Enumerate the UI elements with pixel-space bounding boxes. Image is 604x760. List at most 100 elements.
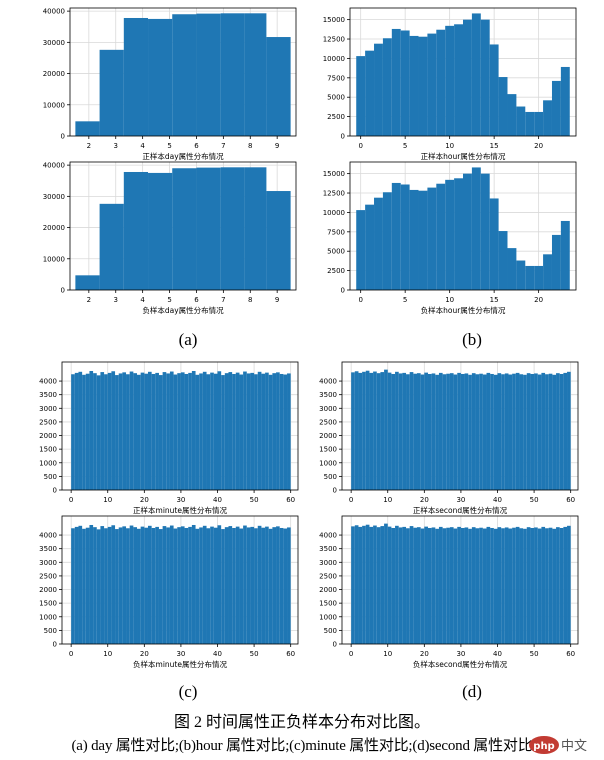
histogram-bar xyxy=(463,19,472,136)
histogram-bar xyxy=(369,372,374,490)
histogram-bar xyxy=(418,190,428,290)
histogram-minute-pos: 0 10 20 30 40 50 60 0 500 1000 1500 2000 2500 3000 350… xyxy=(39,361,299,515)
histogram-bar xyxy=(402,372,407,490)
axes-frame xyxy=(69,7,297,137)
histogram-bar xyxy=(89,370,94,490)
histogram-bar xyxy=(202,371,207,490)
histogram-bar xyxy=(169,371,174,490)
y-tick-label: 40000 xyxy=(43,162,65,170)
histogram-bar xyxy=(493,374,498,490)
histogram-bar xyxy=(166,527,170,644)
histogram-bar xyxy=(427,187,437,290)
histogram-bar xyxy=(358,372,363,490)
y-tick-label: 1000 xyxy=(39,459,57,467)
histogram-bar xyxy=(244,167,267,290)
histogram-bar xyxy=(523,528,527,644)
histogram-bar xyxy=(246,373,251,490)
subfigure-label-c: (c) xyxy=(178,682,198,701)
histogram-bar xyxy=(104,528,108,644)
histogram-bar xyxy=(191,370,196,490)
y-tick-label: 5000 xyxy=(327,248,345,256)
histogram-minute-neg: 0 10 20 30 40 50 60 0 500 1000 1500 2000 2500 3000 350… xyxy=(39,515,299,669)
histogram-bar xyxy=(137,528,141,644)
histogram-bar xyxy=(376,527,381,644)
y-tick-label: 15000 xyxy=(323,170,345,178)
histogram-bar xyxy=(501,374,505,490)
histogram-second-pos: 0 10 20 30 40 50 60 0 500 1000 1500 2000 2500 3000 350… xyxy=(319,361,579,515)
histogram-bar xyxy=(551,234,561,290)
x-tick-label: 8 xyxy=(248,142,252,150)
histogram-bar xyxy=(435,374,439,490)
histogram-bar xyxy=(560,66,570,136)
histogram-bar xyxy=(351,526,355,644)
histogram-bar xyxy=(244,13,267,136)
histogram-bar xyxy=(243,525,247,644)
histogram-bar xyxy=(78,525,83,644)
x-tick-label: 2 xyxy=(87,142,91,150)
histogram-bar xyxy=(133,527,138,644)
histogram-bar xyxy=(373,525,377,644)
histogram-bar xyxy=(398,527,403,644)
histogram-bar xyxy=(537,374,542,490)
histogram-bar xyxy=(475,374,480,490)
histogram-hour-neg: 0 5 10 15 20 0 2500 5000 7500 10000 12500 15000 负样本h… xyxy=(323,161,577,315)
histogram-bar xyxy=(395,371,399,490)
histogram-bar xyxy=(147,371,152,490)
x-tick-label: 40 xyxy=(493,496,502,504)
histogram-bar xyxy=(409,189,419,290)
axes-frame xyxy=(341,515,579,645)
histogram-bar xyxy=(480,19,490,136)
histogram-bar xyxy=(387,526,392,644)
y-tick-label: 500 xyxy=(44,627,57,635)
histogram-bar xyxy=(104,374,108,490)
histogram-bar xyxy=(287,373,291,490)
x-axis-label: 负样本second属性分布情况 xyxy=(413,659,508,669)
x-axis-label: 正样本minute属性分布情况 xyxy=(133,505,227,515)
histogram-bar xyxy=(254,528,258,644)
x-tick-label: 50 xyxy=(250,650,259,658)
histogram-day-pos: 2 3 4 5 6 7 8 9 0 10000 20000 30000 40000 正样本day属性分布情… xyxy=(43,7,297,161)
subfigure-label-a: (a) xyxy=(178,330,198,349)
histogram-bar xyxy=(232,527,236,644)
histogram-bar xyxy=(246,527,251,644)
histogram-bar xyxy=(556,373,560,490)
x-tick-label: 6 xyxy=(194,296,199,304)
histogram-bar xyxy=(148,172,173,290)
histogram-bar xyxy=(512,527,516,644)
histogram-bar xyxy=(265,526,269,644)
histogram-bar xyxy=(497,527,502,644)
histogram-bar xyxy=(250,372,255,490)
histogram-bar xyxy=(498,231,508,290)
y-tick-label: 3000 xyxy=(39,559,57,567)
histogram-bar xyxy=(543,100,552,136)
histogram-hour-pos: 0 5 10 15 20 0 2500 5000 7500 10000 12500 15000 正样本h… xyxy=(323,7,577,161)
histogram-bar xyxy=(147,525,152,644)
histogram-bar xyxy=(283,528,288,644)
y-tick-label: 5000 xyxy=(327,94,345,102)
histogram-bar xyxy=(409,35,419,136)
y-tick-label: 500 xyxy=(324,627,337,635)
histogram-bar xyxy=(373,371,377,490)
histogram-bar xyxy=(173,374,178,490)
histogram-bar xyxy=(82,374,86,490)
histogram-bar xyxy=(217,371,222,490)
x-tick-label: 0 xyxy=(358,142,362,150)
histogram-bar xyxy=(490,373,494,490)
histogram-bar xyxy=(460,527,465,644)
histogram-bar xyxy=(424,372,428,490)
histogram-bar xyxy=(196,13,221,136)
histogram-bar xyxy=(376,373,381,490)
histogram-bar xyxy=(82,528,86,644)
histogram-bar xyxy=(99,49,124,136)
histogram-bar xyxy=(446,527,450,644)
y-tick-label: 10000 xyxy=(323,55,345,63)
axes-frame xyxy=(341,361,579,491)
histogram-day-neg: 2 3 4 5 6 7 8 9 0 10000 20000 30000 40000 负样本day属性分布情… xyxy=(43,161,297,315)
x-tick-label: 4 xyxy=(140,296,145,304)
histogram-bar xyxy=(552,528,557,644)
histogram-bar xyxy=(431,527,436,644)
x-tick-label: 60 xyxy=(566,496,575,504)
histogram-bar xyxy=(489,44,499,137)
histogram-bar xyxy=(508,374,513,490)
histogram-bar xyxy=(552,374,557,490)
